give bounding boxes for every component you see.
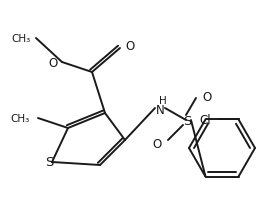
Text: O: O (49, 56, 58, 69)
Text: CH₃: CH₃ (12, 34, 31, 44)
Text: O: O (153, 137, 162, 151)
Text: Cl: Cl (199, 114, 211, 127)
Text: H: H (159, 96, 167, 106)
Text: O: O (125, 40, 134, 53)
Text: N: N (156, 103, 165, 117)
Text: CH₃: CH₃ (11, 114, 30, 124)
Text: S: S (45, 157, 53, 170)
Text: O: O (202, 90, 211, 103)
Text: S: S (183, 115, 191, 128)
